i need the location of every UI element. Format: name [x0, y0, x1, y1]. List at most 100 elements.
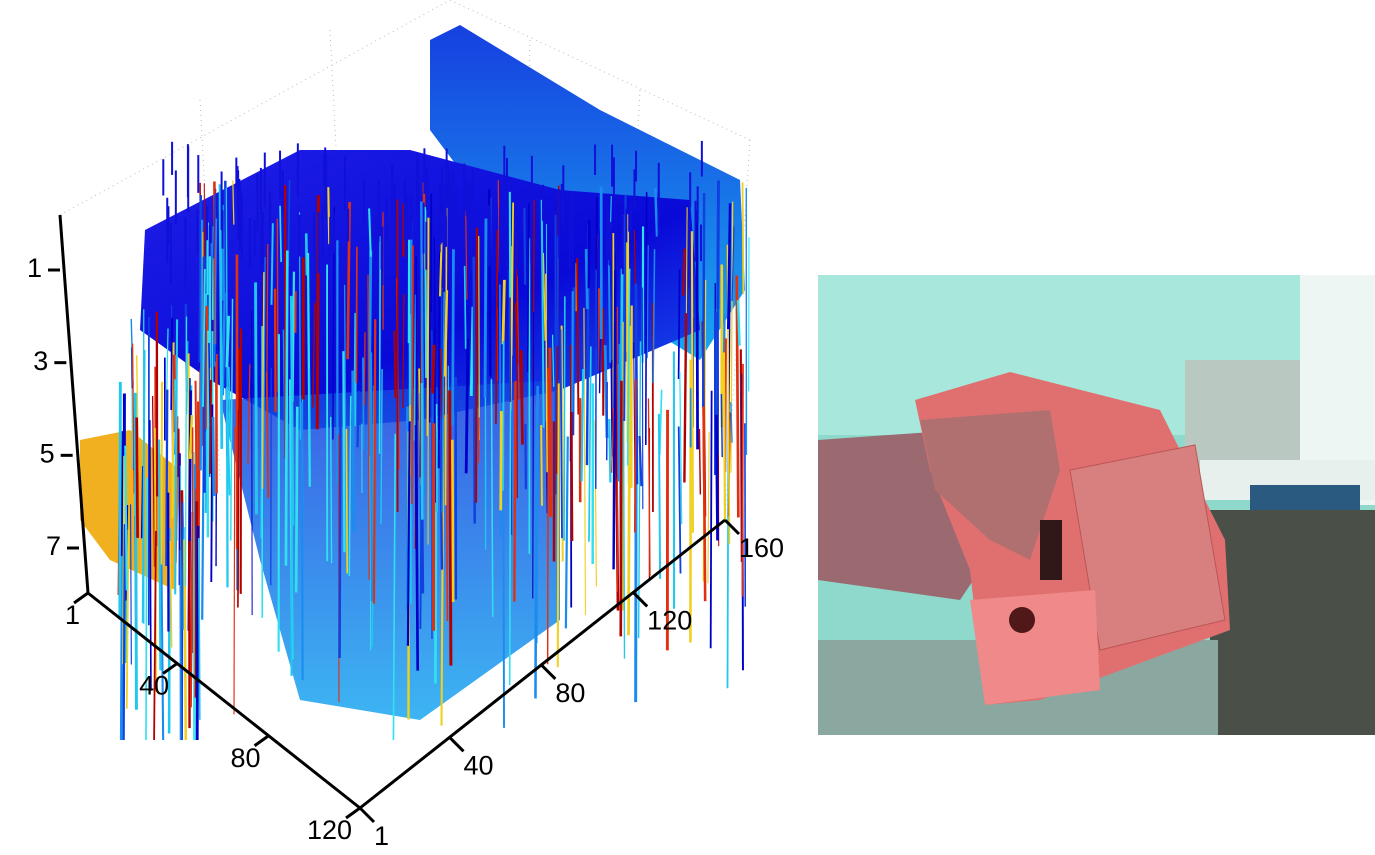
surface-spike: [709, 390, 713, 649]
surface-spike: [346, 201, 351, 360]
surface-spike: [463, 265, 467, 349]
surface-spike: [230, 298, 234, 541]
tick-mark: [448, 736, 465, 753]
surface-spike: [731, 226, 735, 302]
surface-spike: [119, 554, 124, 741]
surface-spike: [353, 312, 358, 427]
surface-spike: [133, 392, 138, 710]
surface-spike: [545, 273, 548, 473]
surface-spike: [125, 529, 130, 709]
surface-spike: [439, 439, 444, 570]
surface-spike: [513, 381, 517, 602]
surface-spike: [261, 272, 265, 489]
surface-spike: [184, 316, 188, 587]
surface-spike: [198, 195, 202, 363]
surface-spike: [290, 427, 294, 676]
surface-spike: [232, 180, 235, 225]
surface-spike: [516, 241, 518, 499]
photo: [818, 275, 1375, 735]
surface-spike: [153, 530, 157, 741]
photo-box-side: [1069, 444, 1226, 651]
surface-spike: [499, 411, 503, 511]
surface-spike: [448, 390, 453, 666]
surface-spike: [393, 330, 397, 399]
surface-spike: [372, 319, 377, 604]
surface-spike: [735, 275, 740, 518]
surface-spike: [380, 369, 383, 525]
surface-spike: [356, 390, 360, 448]
surface: [80, 25, 750, 741]
surface-spike: [569, 345, 574, 542]
surface-spike: [131, 343, 135, 494]
surface-spike: [233, 426, 236, 715]
surface-spike: [472, 256, 476, 524]
surface-spike: [174, 319, 179, 595]
surface-spike: [587, 219, 591, 289]
surface-spike: [526, 203, 530, 372]
surface-spike: [690, 231, 694, 533]
surface-spike: [189, 511, 194, 708]
surface-spike: [362, 357, 365, 450]
surface-spike: [129, 504, 132, 665]
surface-spike: [524, 424, 527, 490]
surface-spike: [392, 433, 397, 741]
surface-spike: [435, 428, 439, 512]
surface-spike: [212, 193, 216, 259]
surface-spike: [627, 325, 632, 636]
surface-spike: [309, 368, 312, 467]
surface-spike: [564, 436, 569, 629]
surface-spike: [679, 371, 683, 525]
surface-spike: [211, 416, 216, 497]
surface-spike: [141, 350, 146, 623]
surface-spike: [140, 466, 144, 539]
tick-mark: [540, 663, 557, 680]
surface-spike: [647, 398, 651, 576]
surface-spike: [702, 193, 706, 407]
surface-spike: [209, 379, 213, 474]
photo-hand: [920, 410, 1060, 560]
z-axis: [58, 214, 90, 594]
surface-spike: [677, 426, 682, 574]
surface-spike: [741, 363, 744, 597]
surface-spike: [714, 414, 720, 541]
surface-spike: [342, 351, 346, 553]
surface-spike: [464, 338, 470, 474]
surface-spike: [657, 413, 662, 579]
surface-spike: [270, 223, 274, 305]
surface-spike: [158, 439, 162, 671]
surface-spike: [266, 244, 269, 389]
tick-label: 80: [231, 743, 261, 773]
surface-spike: [263, 256, 266, 519]
x-axis: [87, 591, 361, 810]
surface-spike: [437, 218, 442, 469]
surface-spike: [584, 249, 589, 310]
surface-spike: [410, 245, 414, 505]
surface-spike: [451, 249, 455, 426]
surface-spike: [652, 249, 656, 383]
surface-spike: [551, 334, 555, 387]
surface-spike: [501, 279, 506, 345]
tick-mark: [253, 734, 270, 747]
surface-spike: [490, 379, 494, 617]
surface-spike: [683, 313, 688, 483]
photo-box-hole: [1009, 607, 1035, 633]
surface-spike: [622, 417, 626, 659]
surface-spike: [475, 227, 478, 503]
surface-spike: [583, 307, 587, 616]
surface-spike: [523, 207, 527, 285]
tick-label: 120: [647, 606, 692, 636]
surface-spike: [369, 352, 374, 602]
surface-spike: [183, 539, 188, 741]
tick-label: 160: [739, 533, 784, 563]
surface-spike: [431, 344, 436, 394]
surface-spike: [226, 410, 231, 496]
tick-label: 1: [27, 253, 42, 283]
surface-spike: [654, 188, 659, 237]
surface-spike: [300, 402, 304, 680]
surface-spike: [169, 540, 173, 648]
tick-label: 7: [46, 531, 61, 561]
surface-spike: [626, 268, 631, 466]
surface-spike: [707, 432, 710, 584]
surface-spike: [563, 296, 566, 541]
